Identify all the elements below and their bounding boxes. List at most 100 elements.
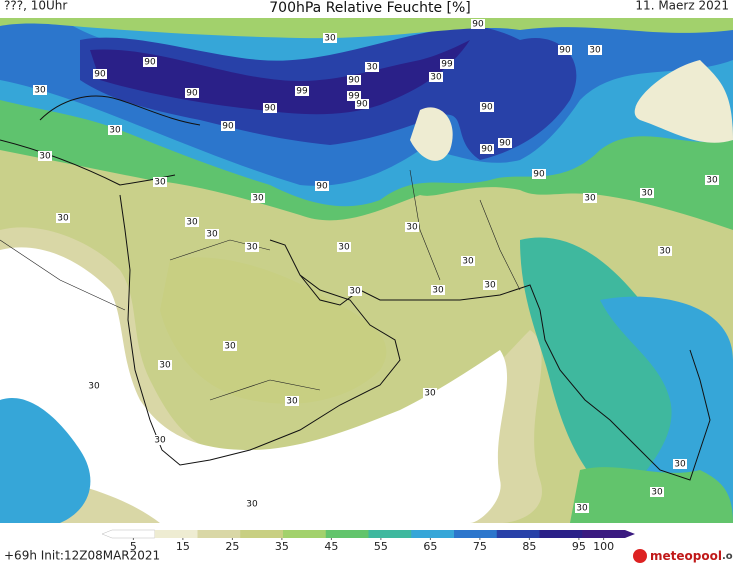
contour-label: 90	[316, 182, 328, 192]
contour-label: 90	[481, 145, 493, 155]
contour-label: 30	[252, 194, 264, 204]
contour-label-box	[33, 85, 47, 95]
contour-label: 90	[94, 70, 106, 80]
map-field	[0, 18, 733, 524]
contour-label: 30	[406, 223, 418, 233]
colorbar-segment	[197, 530, 241, 538]
contour-label: 30	[651, 488, 663, 498]
contour-label: 30	[286, 397, 298, 407]
logo-text: meteopool.org	[650, 549, 733, 563]
contour-label-box	[245, 499, 259, 509]
colorbar-segment	[240, 530, 284, 538]
coastlines	[0, 95, 711, 481]
valid-time: ???, 10Uhr	[4, 0, 67, 13]
contour-label-box	[658, 246, 672, 256]
contour-label: 30	[88, 382, 100, 392]
contour-label-box	[153, 435, 167, 445]
contour-labels: 9090909090999099909099909090909090303030…	[33, 19, 719, 514]
contour-label-box	[143, 57, 157, 67]
contour-label-box	[158, 360, 172, 370]
contour-label-box	[323, 33, 337, 43]
contour-label: 30	[659, 247, 671, 257]
contour-label: 30	[246, 500, 258, 510]
colorbar-tick-label: 85	[522, 540, 536, 553]
colorbar-segment	[496, 530, 540, 538]
contour-label-box	[431, 285, 445, 295]
colorbar-segment	[582, 530, 635, 538]
contour-label: 90	[356, 100, 368, 110]
contour-label-box	[205, 229, 219, 239]
contour-label-box	[56, 213, 70, 223]
contour-label-box	[221, 121, 235, 131]
contour-label: 30	[324, 34, 336, 44]
contour-label: 30	[246, 243, 258, 253]
contour-label-box	[38, 151, 52, 161]
contour-label: 30	[349, 287, 361, 297]
contour-label: 30	[366, 63, 378, 73]
contour-label-box	[405, 222, 419, 232]
colorbar: 5 15 25 35 45 55 65 75 85 95 100	[101, 529, 635, 553]
contour-label: 30	[109, 126, 121, 136]
colorbar-segment	[325, 530, 369, 538]
contour-label-box	[348, 286, 362, 296]
colorbar-tick-label: 15	[176, 540, 190, 553]
contour-label-box	[355, 99, 369, 109]
colorbar-tick-label: 55	[374, 540, 388, 553]
contour-label: 90	[264, 104, 276, 114]
contour-label: 90	[144, 58, 156, 68]
contour-label: 30	[430, 73, 442, 83]
contour-label: 30	[39, 152, 51, 162]
colorbar-segment	[539, 530, 583, 538]
contour-label-box	[461, 256, 475, 266]
contour-label: 30	[576, 504, 588, 514]
contour-label-box	[295, 86, 309, 96]
contour-label-box	[440, 59, 454, 69]
contour-label-box	[640, 188, 654, 198]
logo: meteopool.org	[633, 549, 733, 563]
contour-label: 30	[34, 86, 46, 96]
contour-label: 90	[499, 139, 511, 149]
contour-label-box	[245, 242, 259, 252]
contour-label-box	[429, 72, 443, 82]
contour-label-box	[480, 102, 494, 112]
colorbar-tick-label: 75	[473, 540, 487, 553]
contour-label: 30	[432, 286, 444, 296]
contour-label: 30	[338, 243, 350, 253]
contour-label: 30	[706, 176, 718, 186]
contour-label-box	[251, 193, 265, 203]
colorbar-tick-label: 65	[423, 540, 437, 553]
contour-label: 90	[348, 76, 360, 86]
colorbar-segment	[368, 530, 412, 538]
contour-label-box	[532, 169, 546, 179]
contour-label: 90	[533, 170, 545, 180]
contour-label: 30	[186, 218, 198, 228]
colorbar-tick-label: 45	[324, 540, 338, 553]
contour-label-box	[673, 459, 687, 469]
contour-label: 30	[159, 361, 171, 371]
contour-label-box	[347, 91, 361, 101]
contour-label: 99	[348, 92, 360, 102]
colorbar-segment	[411, 530, 455, 538]
colorbar-segment	[154, 530, 198, 538]
contour-label: 90	[222, 122, 234, 132]
contour-label-box	[93, 69, 107, 79]
contour-label-box	[185, 217, 199, 227]
contour-label: 99	[296, 87, 308, 97]
contour-label: 30	[224, 342, 236, 352]
contour-label-box	[285, 396, 299, 406]
contour-label-box	[365, 62, 379, 72]
contour-label-box	[223, 341, 237, 351]
contour-label: 90	[186, 89, 198, 99]
contour-label-box	[153, 177, 167, 187]
map-title: 700hPa Relative Feuchte [%]	[269, 0, 470, 16]
run-info: +69h Init:12Z08MAR2021	[4, 549, 160, 563]
contour-label-box	[185, 88, 199, 98]
colorbar-tick-label: 25	[225, 540, 239, 553]
colorbar-tick-label: 100	[593, 540, 614, 553]
contour-label-box	[575, 503, 589, 513]
colorbar-tick-label: 35	[275, 540, 289, 553]
contour-label: 90	[559, 46, 571, 56]
contour-label: 30	[154, 178, 166, 188]
contour-label-box	[705, 175, 719, 185]
